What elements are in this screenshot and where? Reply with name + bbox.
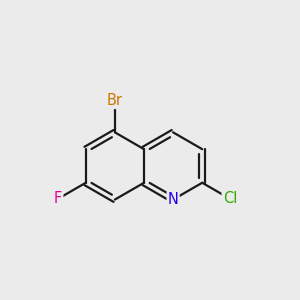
Text: F: F xyxy=(54,191,62,206)
Text: Br: Br xyxy=(107,93,123,108)
Text: Cl: Cl xyxy=(223,191,237,206)
Text: N: N xyxy=(168,192,178,207)
